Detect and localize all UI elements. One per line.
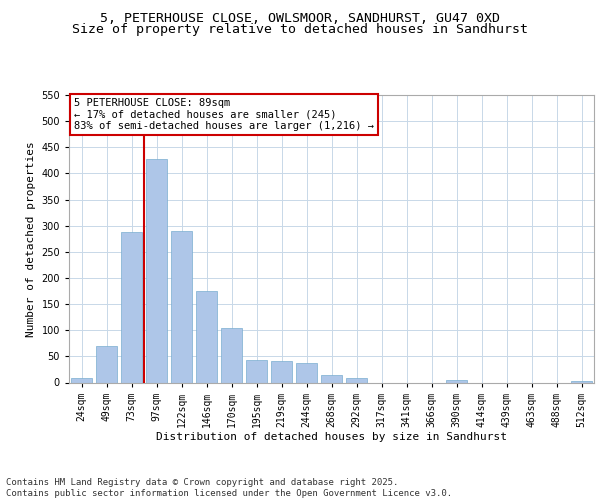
Text: Size of property relative to detached houses in Sandhurst: Size of property relative to detached ho… [72, 24, 528, 36]
Bar [346, 378, 367, 382]
X-axis label: Distribution of detached houses by size in Sandhurst: Distribution of detached houses by size … [156, 432, 507, 442]
Bar [446, 380, 467, 382]
Text: Contains HM Land Registry data © Crown copyright and database right 2025.
Contai: Contains HM Land Registry data © Crown c… [6, 478, 452, 498]
Bar [221, 328, 242, 382]
Bar [196, 290, 217, 382]
Text: 5, PETERHOUSE CLOSE, OWLSMOOR, SANDHURST, GU47 0XD: 5, PETERHOUSE CLOSE, OWLSMOOR, SANDHURST… [100, 12, 500, 26]
Bar [571, 381, 592, 382]
Bar [121, 232, 142, 382]
Bar [246, 360, 267, 382]
Bar [171, 231, 192, 382]
Bar [96, 346, 117, 383]
Bar [71, 378, 92, 382]
Bar [146, 159, 167, 382]
Text: 5 PETERHOUSE CLOSE: 89sqm
← 17% of detached houses are smaller (245)
83% of semi: 5 PETERHOUSE CLOSE: 89sqm ← 17% of detac… [74, 98, 374, 131]
Bar [271, 360, 292, 382]
Bar [296, 362, 317, 382]
Y-axis label: Number of detached properties: Number of detached properties [26, 141, 36, 336]
Bar [321, 374, 342, 382]
